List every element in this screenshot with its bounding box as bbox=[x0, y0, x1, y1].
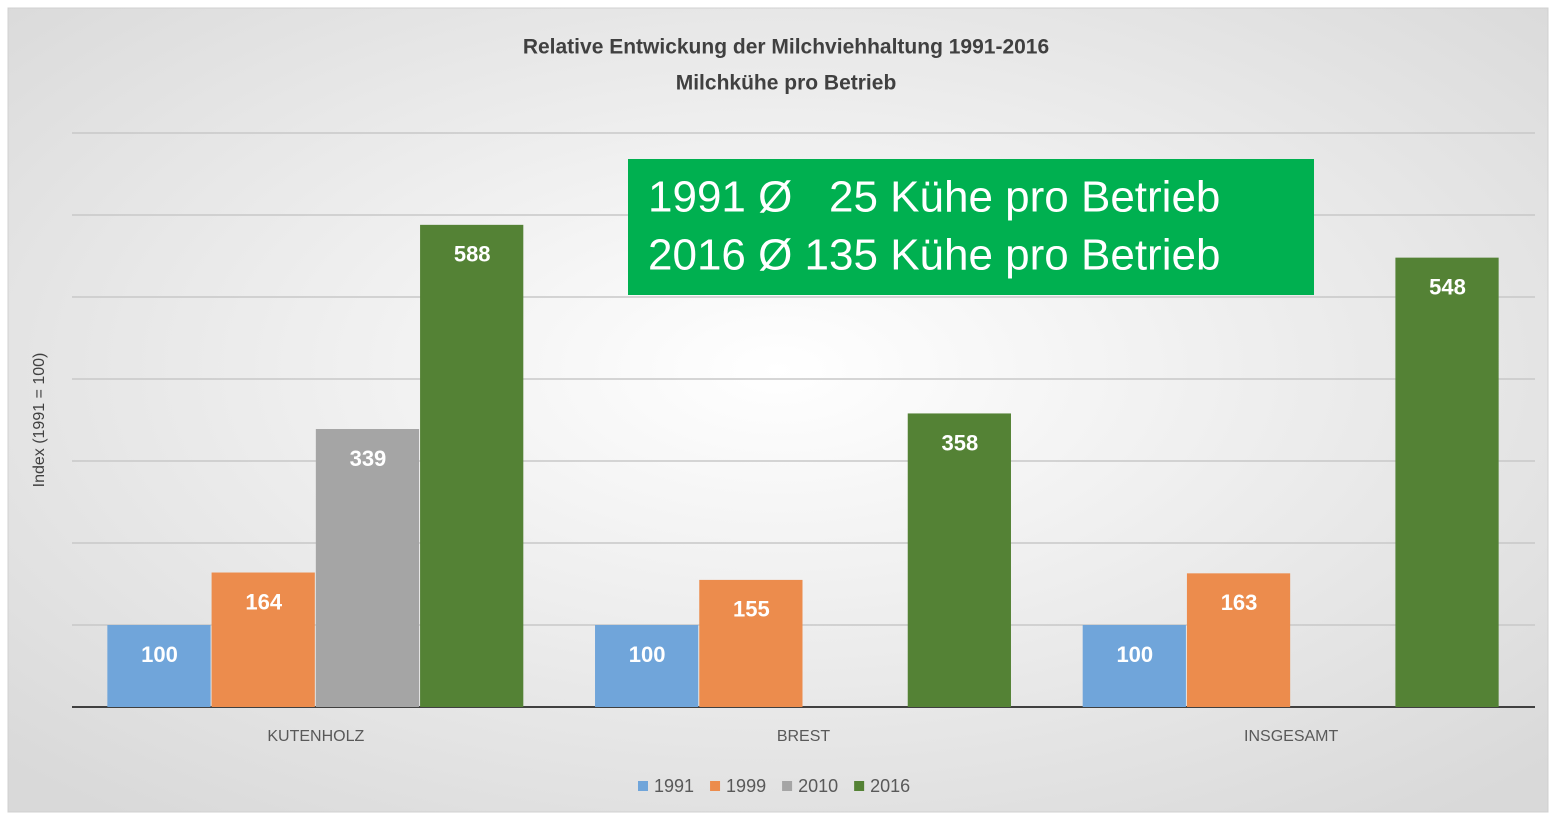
bar bbox=[907, 413, 1011, 707]
bar bbox=[211, 572, 315, 707]
data-label: 164 bbox=[245, 589, 282, 614]
x-tick-label: BREST bbox=[777, 728, 831, 745]
data-label: 100 bbox=[141, 642, 178, 667]
data-label: 588 bbox=[454, 242, 491, 267]
legend-swatch bbox=[782, 781, 793, 791]
chart-title: Relative Entwickung der Milchviehhaltung… bbox=[523, 36, 1049, 59]
x-tick-label: KUTENHOLZ bbox=[267, 728, 364, 745]
data-label: 155 bbox=[733, 597, 770, 622]
data-label: 339 bbox=[350, 446, 387, 471]
y-axis-label: Index (1991 = 100) bbox=[31, 353, 48, 488]
data-label: 358 bbox=[941, 430, 978, 455]
data-label: 163 bbox=[1221, 590, 1258, 615]
legend-swatch bbox=[710, 781, 721, 791]
legend-swatch bbox=[638, 781, 648, 791]
legend-label: 1999 bbox=[726, 776, 766, 796]
bar bbox=[595, 625, 699, 707]
bar bbox=[1395, 257, 1499, 707]
annotation-box bbox=[628, 159, 1314, 295]
legend-label: 1991 bbox=[654, 776, 694, 796]
data-label: 100 bbox=[629, 642, 666, 667]
x-tick-label: INSGESAMT bbox=[1244, 728, 1338, 745]
legend-label: 2016 bbox=[870, 776, 910, 796]
bar bbox=[1186, 573, 1291, 707]
legend-label: 2010 bbox=[798, 776, 838, 796]
bar bbox=[1082, 625, 1186, 707]
annotation: 2016 Ø 135 Kühe pro Betrieb bbox=[648, 231, 1220, 280]
data-label: 100 bbox=[1116, 642, 1153, 667]
annotation: 1991 Ø 25 Kühe pro Betrieb bbox=[648, 173, 1220, 222]
bar bbox=[420, 224, 524, 707]
legend-swatch bbox=[854, 781, 865, 791]
bar bbox=[107, 625, 211, 707]
data-label: 548 bbox=[1429, 274, 1466, 299]
bar bbox=[699, 579, 803, 707]
chart-subtitle: Milchkühe pro Betrieb bbox=[676, 72, 897, 95]
bar bbox=[315, 429, 420, 707]
